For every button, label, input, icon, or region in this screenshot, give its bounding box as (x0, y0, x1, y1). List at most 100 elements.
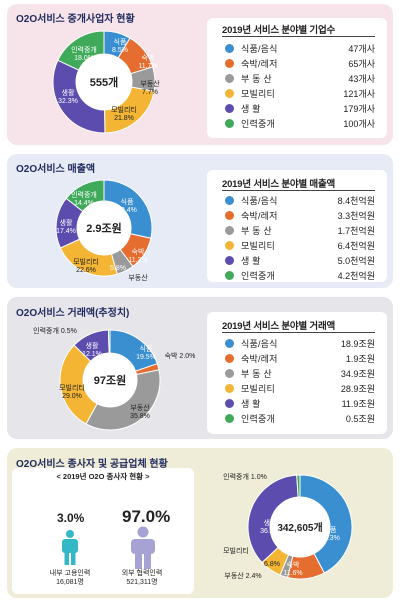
legend-item: 부 동 산 1.7천억원 (225, 224, 375, 238)
legend-label: 숙박/레저 (241, 354, 278, 364)
slice-category-label: 생활 (62, 88, 75, 97)
legend-label: 생 활 (241, 399, 261, 409)
slice-value-label: 21.8% (114, 115, 134, 122)
slice-category-label: 부동산 (128, 273, 148, 282)
slice-category-label: 생활 (86, 341, 99, 350)
legend-swatch (225, 59, 234, 68)
slice-category-label: 숙박 (132, 247, 145, 256)
slice-value-label: 36.0% (260, 528, 280, 535)
legend-title-sales: 2019년 서비스 분야별 매출액 (222, 179, 336, 190)
slice-value-label: 28.4% (117, 207, 137, 214)
legend-swatch (225, 74, 234, 83)
legend-item: 모빌리티 121개사 (225, 87, 375, 101)
legend-item: 인력중개 0.5조원 (225, 412, 375, 426)
legend-item: 부 동 산 43개사 (225, 72, 375, 86)
legend-value: 6.4천억원 (337, 241, 375, 251)
slice-value-label: 17.4% (56, 228, 76, 235)
legend-label: 모빌리티 (241, 89, 275, 99)
legend-value: 1.7천억원 (337, 226, 375, 236)
slice-value-label: 5.8% (110, 265, 126, 272)
legend-swatch (225, 226, 234, 235)
slice-value-label: 42.3% (320, 535, 340, 542)
legend-label: 모빌리티 (241, 384, 275, 394)
legend-swatch (225, 354, 234, 363)
slice-category-label: 인력중개 (71, 45, 97, 54)
legend-label: 부 동 산 (241, 74, 272, 84)
legend-swatch (225, 89, 234, 98)
section-title-workers: O2O서비스 종사자 및 공급업체 현황 (16, 459, 168, 470)
legend-transactions: 식품/음식 18.9조원 숙박/레저 1.9조원 부 동 산 34.9조원 모빌리티 28.9… (225, 337, 375, 429)
legend-swatch (225, 339, 234, 348)
donut-center-label: 342,605개 (277, 521, 322, 534)
legend-value: 3.3천억원 (337, 211, 375, 221)
slice-category-label: 모빌리티 (223, 546, 249, 555)
legend-swatch (225, 211, 234, 220)
slice-value-label: 32.3% (58, 98, 78, 105)
legend-title-underline (222, 332, 375, 333)
donut-center-label: 2.9조원 (86, 221, 122, 235)
donut-slice (57, 30, 105, 71)
slice-category-label: 식품 (324, 525, 337, 534)
legend-item: 모빌리티 6.4천억원 (225, 239, 375, 253)
legend-value: 47개사 (348, 44, 375, 54)
internal-count: 16,081명 (56, 579, 84, 586)
legend-value: 65개사 (348, 59, 375, 69)
legend-swatch (225, 399, 234, 408)
legend-swatch (225, 104, 234, 113)
legend-value: 1.9조원 (345, 354, 375, 364)
legend-label: 생 활 (241, 104, 261, 114)
slice-category-label: 모빌리티 (111, 105, 137, 114)
legend-item: 인력중개 100개사 (225, 117, 375, 131)
slice-category-label: 숙박 2.0% (165, 351, 196, 360)
slice-value-label: 19.5% (136, 354, 156, 361)
legend-title-underline (222, 36, 375, 37)
donut-hole (83, 353, 137, 407)
legend-label: 모빌리티 (241, 241, 275, 251)
legend-value: 100개사 (343, 119, 375, 129)
legend-value: 28.9조원 (340, 384, 375, 394)
legend-value: 121개사 (343, 89, 375, 99)
legend-swatch (225, 414, 234, 423)
legend-item: 인력중개 4.2천억원 (225, 269, 375, 283)
legend-value: 11.9조원 (341, 399, 375, 409)
slice-category-label: 부동산 2.4% (224, 571, 261, 580)
workers-box (12, 468, 194, 594)
donut-center-label: 555개 (90, 75, 118, 89)
legend-item: 부 동 산 34.9조원 (225, 367, 375, 381)
slice-value-label: 11.3% (128, 257, 147, 264)
external-count: 521,311명 (126, 579, 158, 586)
donut-hole (76, 54, 132, 110)
slice-value-label: 11.6% (283, 570, 302, 577)
slice-category-label: 인력중개 (71, 190, 97, 199)
slice-category-label: 숙박 (287, 560, 300, 569)
legend-title-companies: 2019년 서비스 분야별 기업수 (222, 25, 336, 36)
slice-value-label: 6.8% (264, 561, 280, 568)
slice-value-label: 14.4% (74, 200, 94, 207)
external-percent: 97.0% (122, 507, 171, 526)
section-title-transactions: O2O서비스 거래액(추정치) (16, 308, 130, 319)
legend-swatch (225, 196, 234, 205)
legend-sales: 식품/음식 8.4천억원 숙박/레저 3.3천억원 부 동 산 1.7천억원 모빌리티 6.4… (225, 194, 375, 282)
legend-label: 식품/음식 (241, 196, 278, 206)
legend-swatch (225, 271, 234, 280)
slice-category-label: 식품 (140, 344, 153, 353)
legend-value: 18.9조원 (340, 339, 375, 349)
legend-item: 생 활 11.9조원 (225, 397, 375, 411)
legend-value: 0.5조원 (345, 414, 375, 424)
legend-label: 생 활 (241, 256, 261, 266)
legend-value: 4.2천억원 (337, 271, 375, 281)
external-worker-icon (131, 526, 155, 569)
slice-category-label: 부동산 (130, 403, 150, 412)
slice-value-label: 18.0% (74, 55, 94, 62)
legend-label: 인력중개 (241, 271, 275, 281)
slice-value-label: 29.0% (62, 393, 82, 400)
legend-label: 숙박/레저 (241, 211, 278, 221)
legend-label: 숙박/레저 (241, 59, 278, 69)
external-label: 외부 협력인력 (121, 570, 163, 577)
legend-label: 식품/음식 (241, 44, 278, 54)
workers-subtitle: < 2019년 O2O 종사자 현황 > (56, 472, 150, 481)
